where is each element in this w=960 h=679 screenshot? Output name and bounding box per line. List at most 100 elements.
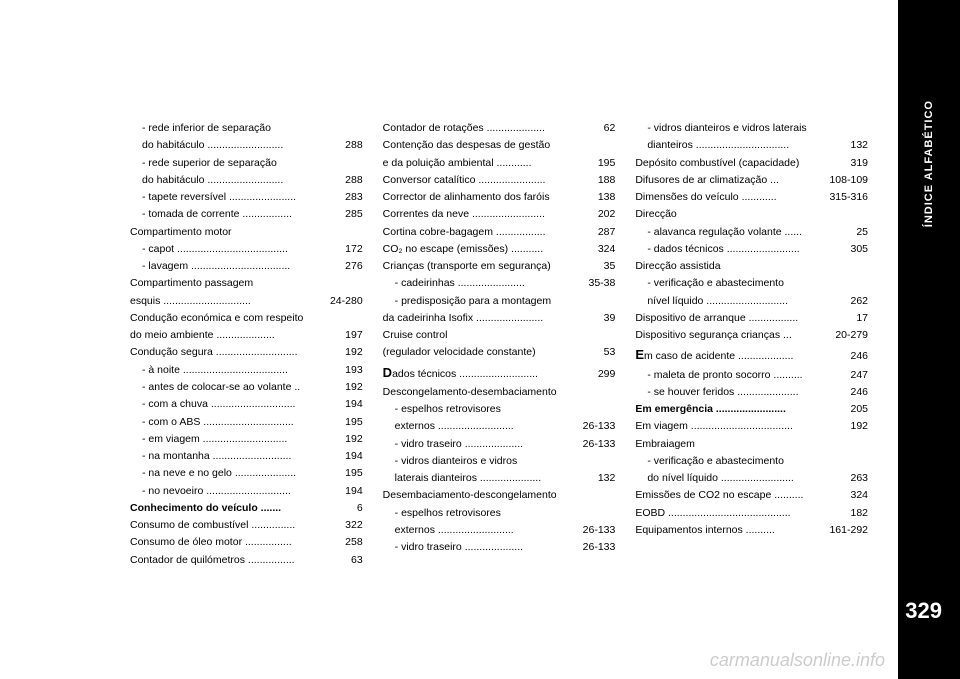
index-entry: da cadeirinha Isofix ...................… xyxy=(383,310,616,326)
entry-page: 6 xyxy=(357,500,363,516)
index-column-1: - rede inferior de separação do habitácu… xyxy=(130,120,363,639)
entry-text: - à noite ..............................… xyxy=(142,362,337,378)
index-entry: Conversor catalítico ...................… xyxy=(383,172,616,188)
entry-page: 53 xyxy=(604,344,616,360)
index-entry: Compartimento passagem xyxy=(130,275,363,291)
index-entry: - alavanca regulação volante ......25 xyxy=(635,224,868,240)
index-entry: - na neve e no gelo ....................… xyxy=(130,465,363,481)
entry-text: externos .......................... xyxy=(395,418,575,434)
entry-text: e da poluição ambiental ............ xyxy=(383,155,590,171)
index-entry: - verificação e abastecimento xyxy=(635,453,868,469)
entry-page: 192 xyxy=(850,418,868,434)
entry-text: Direcção xyxy=(635,206,868,222)
entry-text: - verificação e abastecimento xyxy=(647,275,868,291)
entry-page: 197 xyxy=(345,327,363,343)
entry-text: - vidro traseiro .................... xyxy=(395,539,575,555)
index-entry: Emissões de CO2 no escape ..........324 xyxy=(635,487,868,503)
entry-text: - espelhos retrovisores xyxy=(395,505,616,521)
entry-page: 247 xyxy=(850,367,868,383)
entry-page: 138 xyxy=(598,189,616,205)
entry-text: Em viagem ..............................… xyxy=(635,418,842,434)
entry-text: Conversor catalítico ...................… xyxy=(383,172,590,188)
index-entry: Crianças (transporte em segurança) 35 xyxy=(383,258,616,274)
index-entry: - com a chuva ..........................… xyxy=(130,396,363,412)
entry-page: 285 xyxy=(345,206,363,222)
index-entry: do meio ambiente .................... 197 xyxy=(130,327,363,343)
index-entry: Em emergência ........................ 20… xyxy=(635,401,868,417)
entry-text: - espelhos retrovisores xyxy=(395,401,616,417)
entry-text: - vidro traseiro .................... xyxy=(395,436,575,452)
entry-text: - predisposição para a montagem xyxy=(395,293,616,309)
index-entry: Correntes da neve ......................… xyxy=(383,206,616,222)
index-entry: - no nevoeiro ..........................… xyxy=(130,483,363,499)
entry-page: 26-133 xyxy=(583,522,616,538)
entry-page: 194 xyxy=(345,448,363,464)
index-entry: Consumo de combustível ...............32… xyxy=(130,517,363,533)
index-entry: - predisposição para a montagem xyxy=(383,293,616,309)
entry-text: Dispositivo segurança crianças ... xyxy=(635,327,827,343)
entry-text: EOBD ...................................… xyxy=(635,505,842,521)
entry-page: 315-316 xyxy=(829,189,868,205)
entry-text: - em viagem ............................… xyxy=(142,431,337,447)
index-entry: Dispositivo de arranque ................… xyxy=(635,310,868,326)
entry-page: 24-280 xyxy=(330,293,363,309)
entry-text: - dados técnicos .......................… xyxy=(647,241,842,257)
index-entry: - vidros dianteiros e vidros xyxy=(383,453,616,469)
entry-page: 288 xyxy=(345,137,363,153)
index-entry: - tomada de corrente ................. 28… xyxy=(130,206,363,222)
entry-text: - antes de colocar-se ao volante .. xyxy=(142,379,337,395)
entry-text: - com o ABS ............................… xyxy=(142,414,337,430)
index-entry: Contador de rotações ...................… xyxy=(383,120,616,136)
entry-text: Compartimento motor xyxy=(130,224,363,240)
entry-text: - na montanha ..........................… xyxy=(142,448,337,464)
entry-text: Conhecimento do veículo ....... xyxy=(130,500,349,516)
entry-page: 276 xyxy=(345,258,363,274)
entry-text: Emissões de CO2 no escape .......... xyxy=(635,487,842,503)
entry-page: 62 xyxy=(604,120,616,136)
index-entry: nível líquido ..........................… xyxy=(635,293,868,309)
entry-text: Correntes da neve ......................… xyxy=(383,206,590,222)
entry-text: - vidros dianteiros e vidros xyxy=(395,453,616,469)
entry-page: 17 xyxy=(856,310,868,326)
entry-page: 263 xyxy=(850,470,868,486)
entry-page: 39 xyxy=(604,310,616,326)
index-column-3: - vidros dianteiros e vidros laterais di… xyxy=(635,120,868,639)
entry-text: Cortina cobre-bagagem ................. xyxy=(383,224,590,240)
index-entry: EOBD ...................................… xyxy=(635,505,868,521)
entry-text: - com a chuva ..........................… xyxy=(142,396,337,412)
entry-text: Em emergência ........................ xyxy=(635,401,842,417)
entry-page: 195 xyxy=(345,465,363,481)
entry-text: Crianças (transporte em segurança) xyxy=(383,258,596,274)
index-entry: - rede superior de separação xyxy=(130,155,363,171)
entry-page: 258 xyxy=(345,534,363,550)
entry-text: Cruise control xyxy=(383,327,616,343)
index-entry: - na montanha ..........................… xyxy=(130,448,363,464)
entry-page: 35 xyxy=(604,258,616,274)
entry-text: Contador de quilómetros ................ xyxy=(130,552,343,568)
index-entry: (regulador velocidade constante)53 xyxy=(383,344,616,360)
index-entry: dianteiros .............................… xyxy=(635,137,868,153)
entry-text: externos .......................... xyxy=(395,522,575,538)
index-entry: Difusores de ar climatização ...108-109 xyxy=(635,172,868,188)
entry-page: 192 xyxy=(345,344,363,360)
entry-text: - tomada de corrente ................. xyxy=(142,206,337,222)
entry-text: nível líquido ..........................… xyxy=(647,293,842,309)
entry-text: - se houver feridos ....................… xyxy=(647,384,842,400)
index-entry: - em viagem ............................… xyxy=(130,431,363,447)
entry-text: - na neve e no gelo ....................… xyxy=(142,465,337,481)
entry-page: 194 xyxy=(345,483,363,499)
entry-text: - verificação e abastecimento xyxy=(647,453,868,469)
entry-text: Condução segura ........................… xyxy=(130,344,337,360)
entry-text: Compartimento passagem xyxy=(130,275,363,291)
entry-page: 132 xyxy=(850,137,868,153)
entry-page: 26-133 xyxy=(583,436,616,452)
index-entry: - dados técnicos .......................… xyxy=(635,241,868,257)
index-entry: Direcção assistida xyxy=(635,258,868,274)
entry-page: 195 xyxy=(345,414,363,430)
index-entry: Descongelamento-desembaciamento xyxy=(383,384,616,400)
index-entry: CO₂ no escape (emissões) ...........324 xyxy=(383,241,616,257)
entry-page: 205 xyxy=(850,401,868,417)
entry-text: Equipamentos internos .......... xyxy=(635,522,821,538)
entry-text: do meio ambiente .................... xyxy=(130,327,337,343)
manual-page: - rede inferior de separação do habitácu… xyxy=(0,0,960,679)
